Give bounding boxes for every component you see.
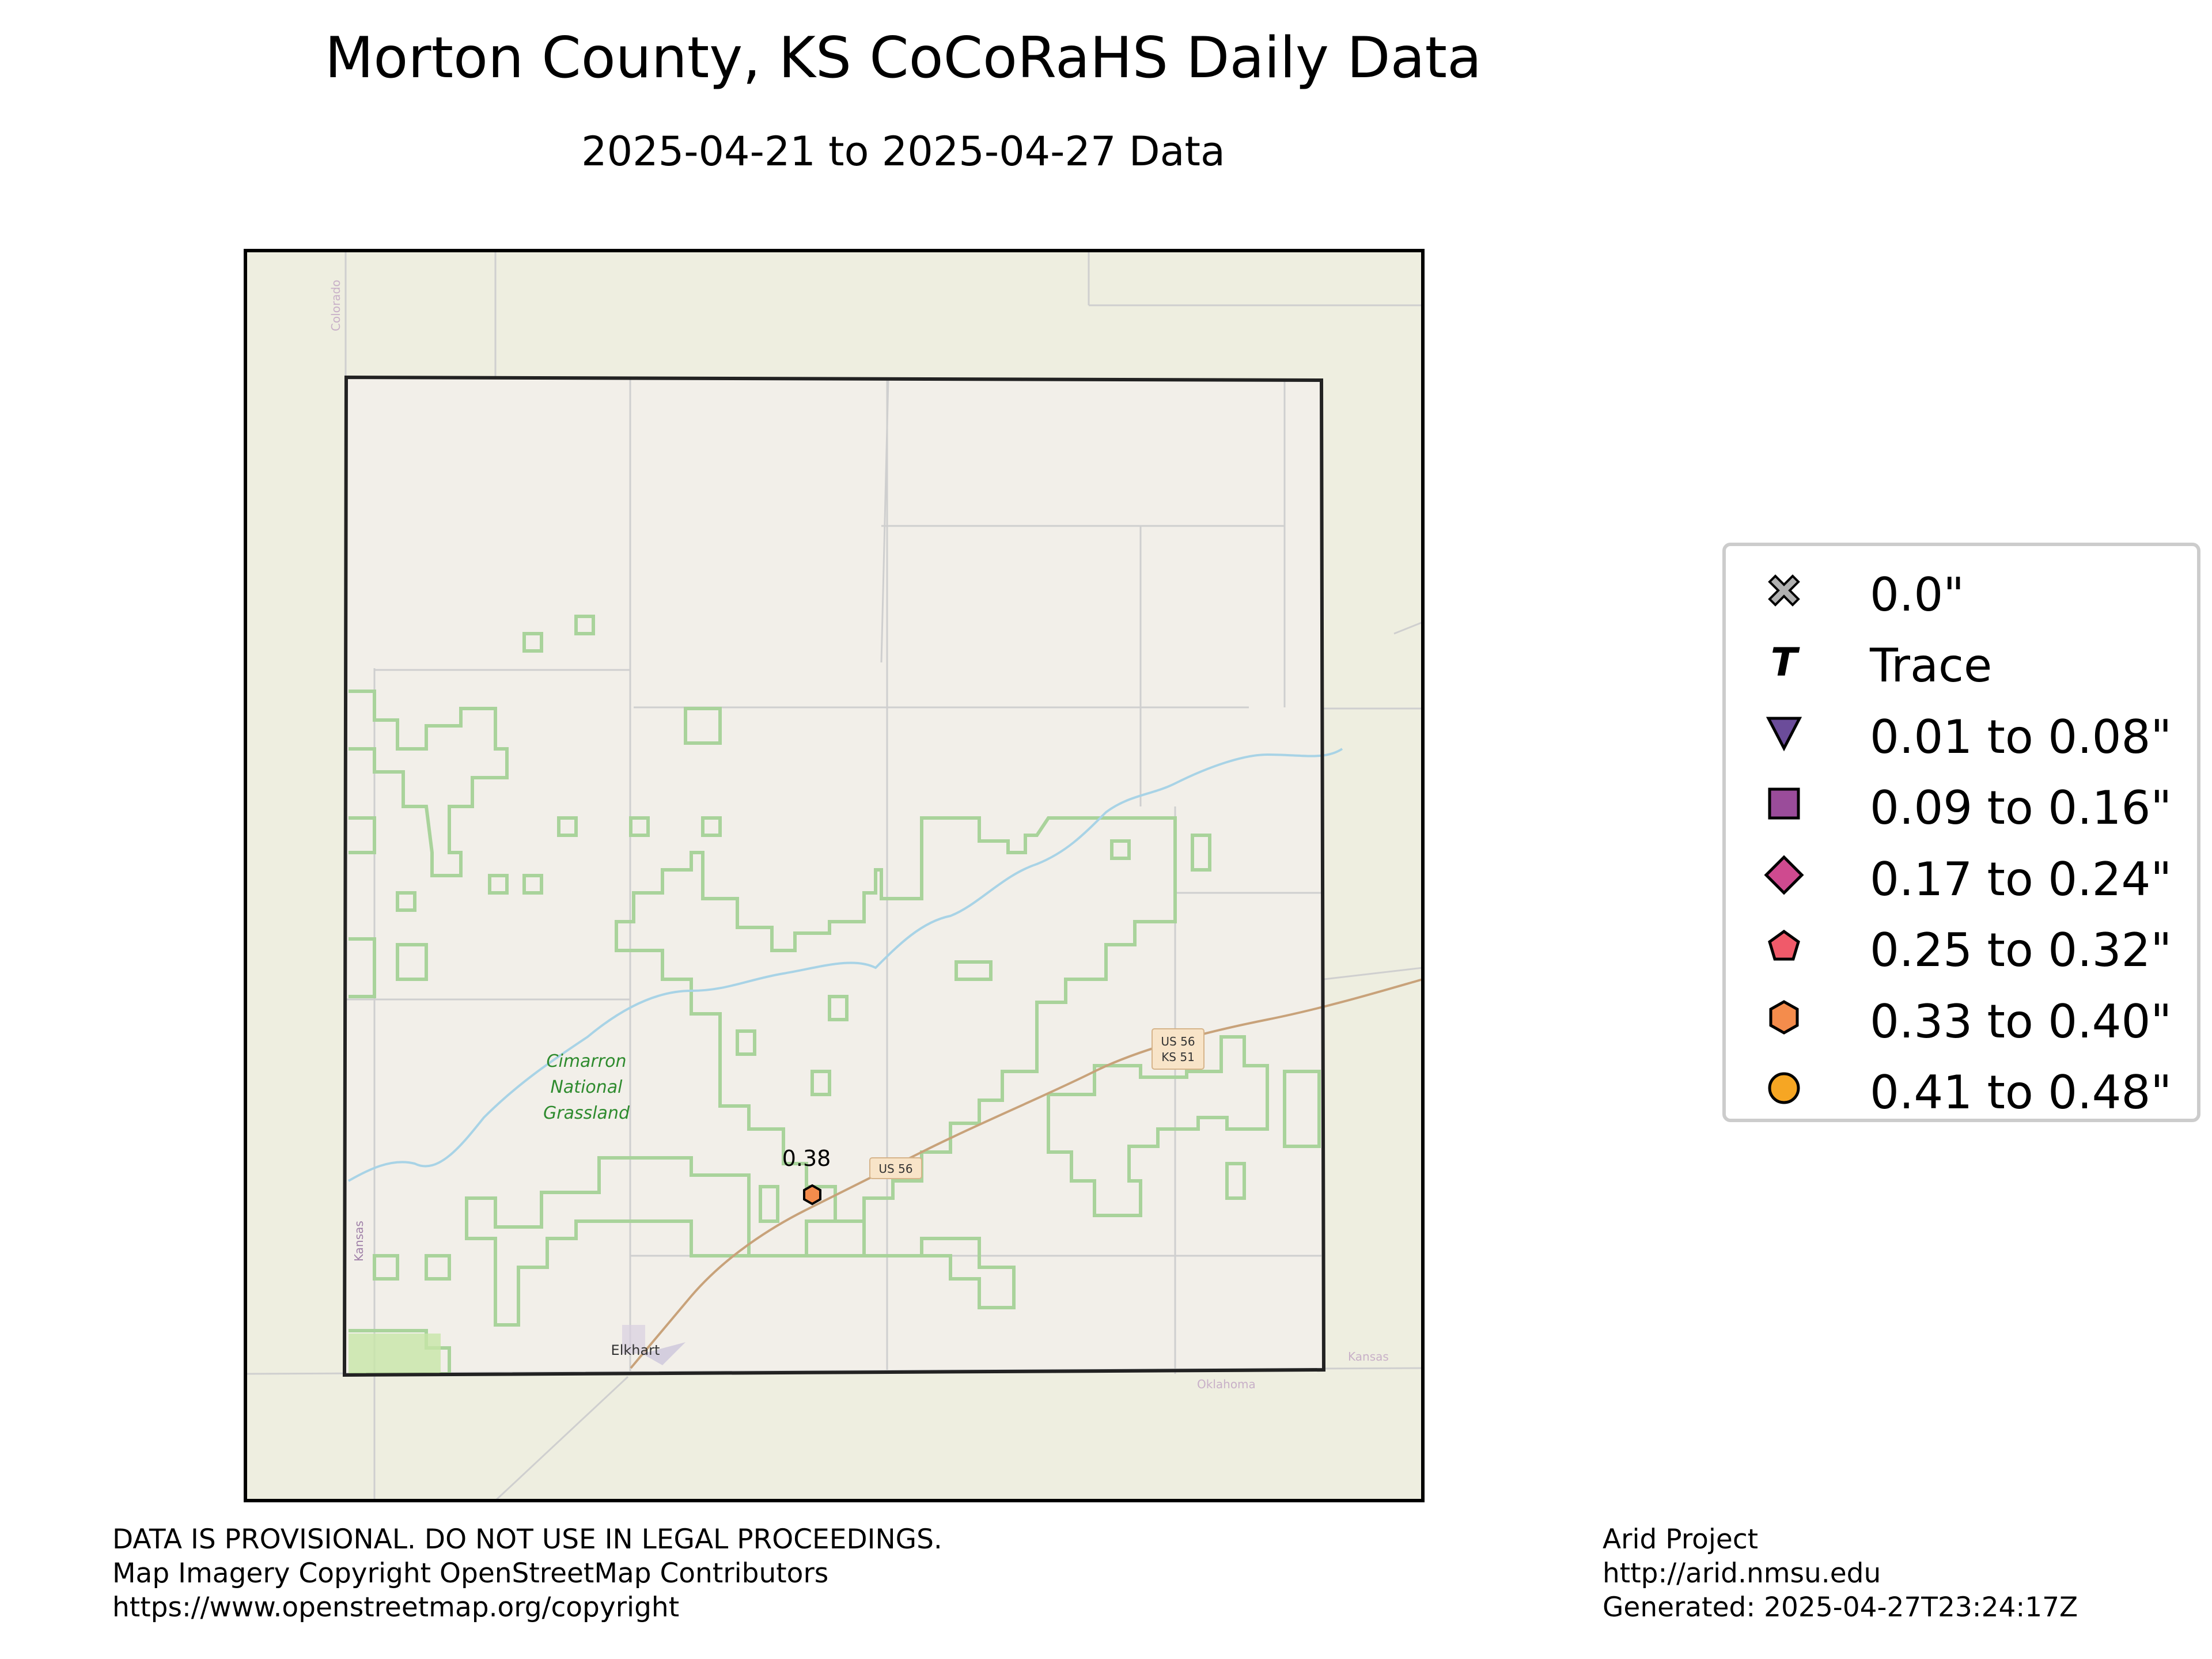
- grassland-label-line1: Cimarron: [547, 1051, 627, 1071]
- us56-highway: [630, 978, 1423, 1369]
- legend-item-0-01: 0.01 to 0.08": [1726, 700, 2197, 771]
- legend-item-0-25: 0.25 to 0.32": [1726, 913, 2197, 984]
- us56-shield-text: US 56: [878, 1162, 912, 1176]
- legend-label-0-17: 0.17 to 0.24": [1870, 853, 2172, 906]
- triangle-down-icon: [1766, 717, 1802, 752]
- circle-icon: [1768, 1072, 1800, 1104]
- state-label-kansas-west: Kansas: [352, 1221, 366, 1262]
- elkhart-town: [622, 1325, 685, 1365]
- legend-label-0-25: 0.25 to 0.32": [1870, 923, 2172, 977]
- footer-credits: Arid Project http://arid.nmsu.edu Genera…: [1603, 1522, 2078, 1624]
- legend-item-zero: 0.0": [1726, 558, 2197, 629]
- us56-ks51-shield: US 56 KS 51: [1152, 1028, 1205, 1070]
- legend-item-0-41: 0.41 to 0.48": [1726, 1055, 2197, 1127]
- county-area: [344, 377, 1324, 1375]
- station-hexagon-icon[interactable]: [803, 1184, 821, 1206]
- state-label-colorado: Colorado: [329, 280, 343, 331]
- footer-right-line1: Arid Project: [1603, 1524, 1759, 1555]
- svg-text:T: T: [1771, 641, 1800, 681]
- footer-disclaimer: DATA IS PROVISIONAL. DO NOT USE IN LEGAL…: [112, 1522, 942, 1624]
- us56-ks51-shield-box: [1152, 1028, 1205, 1070]
- us56-shield: US 56: [869, 1157, 922, 1179]
- legend-item-trace: T Trace: [1726, 628, 2197, 700]
- legend-label-0-33: 0.33 to 0.40": [1870, 995, 2172, 1048]
- pentagon-icon: [1768, 929, 1800, 961]
- us56-ks51-shield-line1: US 56: [1161, 1035, 1195, 1048]
- diamond-icon: [1764, 855, 1804, 895]
- grassland-label-line3: Grassland: [543, 1103, 630, 1123]
- station-value-label: 0.38: [782, 1146, 831, 1171]
- cimarron-river: [348, 748, 1343, 1182]
- legend-label-trace: Trace: [1870, 639, 1993, 692]
- map-title: Morton County, KS CoCoRaHS Daily Data: [324, 25, 1482, 91]
- grassland-label: Cimarron National Grassland: [543, 1051, 630, 1123]
- footer-left-line1: DATA IS PROVISIONAL. DO NOT USE IN LEGAL…: [112, 1524, 942, 1555]
- legend-label-0-41: 0.41 to 0.48": [1870, 1066, 2172, 1119]
- square-icon: [1768, 787, 1800, 820]
- legend-item-0-09: 0.09 to 0.16": [1726, 771, 2197, 842]
- legend-item-0-17: 0.17 to 0.24": [1726, 842, 2197, 914]
- map-subtitle: 2025-04-21 to 2025-04-27 Data: [581, 128, 1225, 175]
- state-label-oklahoma: Oklahoma: [1197, 1377, 1256, 1391]
- legend-label-zero: 0.0": [1870, 568, 1965, 622]
- state-label-kansas-east: Kansas: [1348, 1350, 1389, 1363]
- grassland-outlines: [349, 615, 1321, 1376]
- park-sw: [349, 1334, 441, 1374]
- trace-T-icon: T: [1771, 641, 1800, 681]
- footer-right-line3: Generated: 2025-04-27T23:24:17Z: [1603, 1592, 2078, 1623]
- grassland-label-line2: National: [550, 1077, 623, 1097]
- legend-label-0-09: 0.09 to 0.16": [1870, 781, 2172, 835]
- x-icon: [1768, 574, 1800, 607]
- us56-shield-box: [869, 1157, 922, 1179]
- city-label-elkhart: Elkhart: [611, 1342, 660, 1358]
- legend-item-0-33: 0.33 to 0.40": [1726, 984, 2197, 1056]
- county-boundary: [342, 375, 1326, 1377]
- footer-left-line2: Map Imagery Copyright OpenStreetMap Cont…: [112, 1558, 829, 1589]
- precip-legend: 0.0" T Trace 0.01 to 0.08" 0.09 to 0.16"…: [1722, 543, 2200, 1122]
- us56-ks51-shield-line2: KS 51: [1161, 1050, 1195, 1064]
- footer-right-line2[interactable]: http://arid.nmsu.edu: [1603, 1558, 1881, 1589]
- footer-left-line3[interactable]: https://www.openstreetmap.org/copyright: [112, 1592, 680, 1623]
- station-marker[interactable]: 0.38: [782, 1146, 831, 1206]
- legend-label-0-01: 0.01 to 0.08": [1870, 710, 2172, 764]
- map-frame: [244, 249, 1425, 1502]
- hexagon-icon: [1769, 1000, 1799, 1035]
